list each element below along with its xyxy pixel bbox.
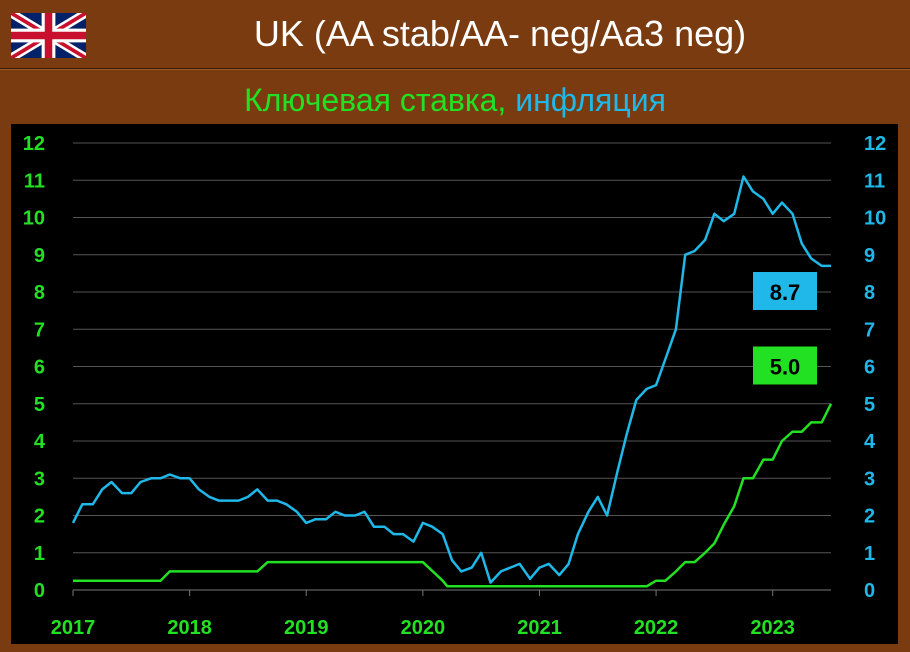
uk-flag-icon <box>11 13 86 58</box>
y-tick-label-right: 3 <box>864 468 875 490</box>
y-tick-label-left: 0 <box>34 580 45 602</box>
x-tick-label: 2019 <box>284 617 329 639</box>
y-tick-label-left: 4 <box>34 431 46 453</box>
y-tick-label-left: 12 <box>23 133 45 155</box>
x-tick-label: 2020 <box>401 617 446 639</box>
y-tick-label-right: 1 <box>864 543 875 565</box>
y-tick-label-right: 12 <box>864 133 886 155</box>
x-tick-label: 2017 <box>51 617 96 639</box>
y-tick-label-right: 8 <box>864 282 875 304</box>
y-tick-label-left: 6 <box>34 357 45 379</box>
y-tick-label-right: 11 <box>864 170 885 192</box>
y-tick-label-right: 6 <box>864 357 875 379</box>
y-tick-label-left: 2 <box>34 506 45 528</box>
y-tick-label-left: 9 <box>34 245 45 267</box>
end-value-box-inflation <box>753 272 817 310</box>
y-tick-label-right: 4 <box>864 431 876 453</box>
y-tick-label-right: 5 <box>864 394 875 416</box>
y-tick-label-right: 0 <box>864 580 875 602</box>
y-tick-label-left: 8 <box>34 282 45 304</box>
y-tick-label-right: 10 <box>864 208 886 230</box>
y-tick-label-left: 7 <box>34 319 45 341</box>
y-tick-label-right: 2 <box>864 506 875 528</box>
header-bar: UK (AA stab/AA- neg/Aa3 neg) <box>0 0 910 69</box>
x-tick-label: 2022 <box>634 617 679 639</box>
subtitle-inflation-label: инфляция <box>515 82 666 118</box>
x-tick-label: 2023 <box>750 617 795 639</box>
end-value-box-rate <box>753 346 817 385</box>
series-line-inflation <box>71 175 831 584</box>
subtitle-bar: Ключевая ставка, инфляция <box>0 69 910 124</box>
x-tick-label: 2021 <box>517 617 562 639</box>
y-tick-label-left: 11 <box>24 170 45 192</box>
y-tick-label-left: 3 <box>34 468 45 490</box>
x-tick-label: 2018 <box>167 617 212 639</box>
y-tick-label-left: 10 <box>23 208 45 230</box>
chart-title: UK (AA stab/AA- neg/Aa3 neg) <box>253 13 747 54</box>
subtitle-rate-label: Ключевая ставка, <box>244 82 507 118</box>
end-value-label-inflation: 8.7 <box>770 280 801 305</box>
plot-area: 0 0 1 1 2 2 3 3 4 4 5 5 6 6 7 7 8 8 9 9 10 10 11 11 12 12 2017 2018… <box>11 124 898 644</box>
y-tick-label-right: 9 <box>864 245 875 267</box>
y-tick-label-right: 7 <box>864 319 875 341</box>
end-value-label-rate: 5.0 <box>770 355 801 380</box>
y-tick-label-left: 5 <box>34 394 45 416</box>
y-tick-label-left: 1 <box>34 543 45 565</box>
series-line-rate <box>73 403 833 588</box>
chart-subtitle: Ключевая ставка, инфляция <box>0 80 910 120</box>
